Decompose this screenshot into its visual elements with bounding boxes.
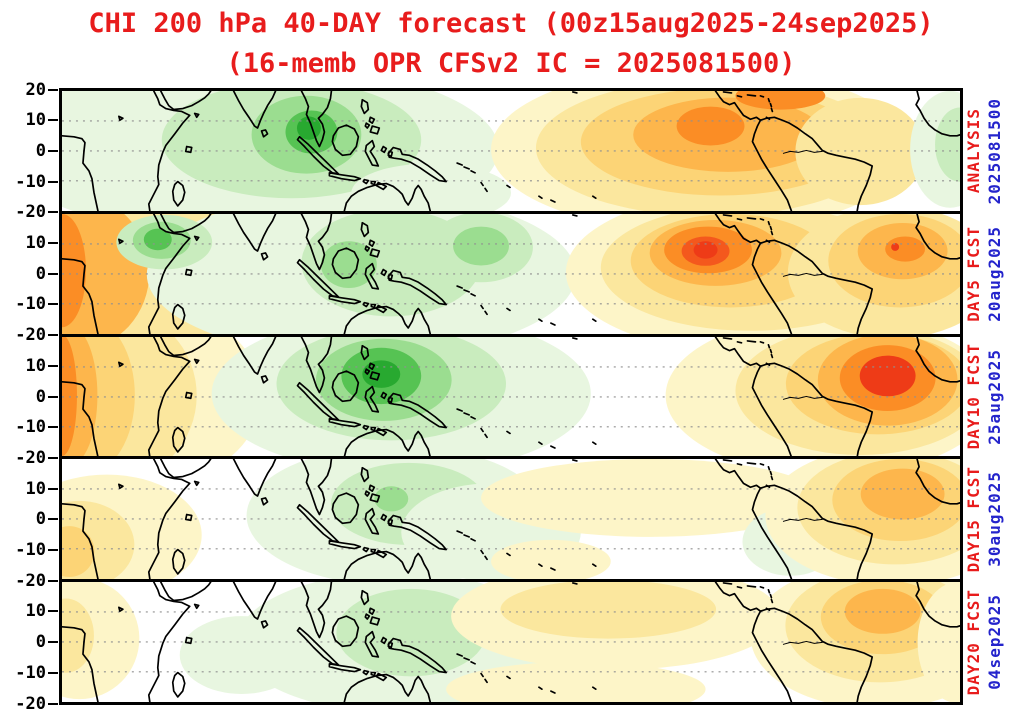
axis-tick-label: -10 xyxy=(15,662,46,683)
map-panel-day20-fcst xyxy=(62,579,960,702)
anomaly-blob xyxy=(860,468,945,520)
anomaly-blob xyxy=(143,228,172,251)
anomaly-blob xyxy=(844,589,921,634)
axis-tick xyxy=(48,426,58,429)
panel-label: DAY5 FCST xyxy=(964,225,983,322)
map-panel-day5-fcst xyxy=(62,210,960,334)
axis-tick xyxy=(48,702,58,705)
anomaly-blob xyxy=(453,226,510,266)
panel-date: 2025081500 xyxy=(985,97,1004,205)
axis-tick-label: 10 xyxy=(25,110,46,131)
map-canvas xyxy=(62,459,960,580)
panel-label: DAY10 FCST xyxy=(964,343,983,450)
panel-date: 25aug2025 xyxy=(985,348,1004,445)
axis-tick-label: -20 xyxy=(15,447,46,468)
axis-tick xyxy=(48,303,58,306)
panel-side-label-column: DAY15 FCST 30aug2025 xyxy=(964,459,1024,579)
panel-side-label-column: DAY20 FCST 04sep2025 xyxy=(964,582,1024,702)
axis-tick-label: -20 xyxy=(15,325,46,346)
anomaly-blob xyxy=(481,459,821,538)
axis-tick xyxy=(48,149,58,152)
axis-tick-label: 0 xyxy=(35,386,46,407)
map-canvas xyxy=(62,582,960,702)
axis-tick xyxy=(48,549,58,551)
axis-tick-label: -20 xyxy=(15,570,46,591)
axis-tick xyxy=(48,487,58,490)
anomaly-blob xyxy=(500,582,717,639)
axis-tick xyxy=(48,456,58,459)
axis-tick-label: -20 xyxy=(15,693,46,714)
axis-tick-label: 0 xyxy=(35,140,46,161)
anomaly-blob xyxy=(693,241,718,259)
panel-date: 20aug2025 xyxy=(985,225,1004,322)
axis-tick-label: 20 xyxy=(25,79,46,100)
axis-tick xyxy=(48,610,58,613)
anomaly-blob xyxy=(735,91,826,110)
axis-tick xyxy=(48,641,58,644)
axis-tick-label: -10 xyxy=(15,540,46,560)
panel-side-label-column: ANALYSIS 2025081500 xyxy=(964,91,1024,211)
panel-label: ANALYSIS xyxy=(964,108,983,194)
panel-label: DAY20 FCST xyxy=(964,588,983,696)
anomaly-blob xyxy=(62,598,94,673)
axis-tick xyxy=(48,334,58,337)
axis-tick xyxy=(48,395,58,398)
map-canvas xyxy=(62,213,960,334)
panel-date: 04sep2025 xyxy=(985,594,1004,690)
map-canvas xyxy=(62,91,960,211)
axis-tick xyxy=(48,671,58,674)
axis-tick xyxy=(48,579,58,582)
anomaly-blob xyxy=(374,486,409,512)
map-panel-day15-fcst xyxy=(62,456,960,580)
axis-tick-label: -10 xyxy=(15,417,46,438)
axis-tick xyxy=(48,242,58,244)
anomaly-blob xyxy=(935,107,960,182)
anomaly-blob xyxy=(320,241,377,288)
anomaly-blob xyxy=(62,526,95,578)
anomaly-blob xyxy=(676,106,745,146)
anomaly-blob xyxy=(351,163,511,211)
axis-tick-label: 10 xyxy=(25,233,46,253)
map-panel-stack xyxy=(59,88,963,705)
axis-tick-label: 0 xyxy=(35,263,46,284)
axis-tick xyxy=(48,88,58,91)
panel-side-label-column: DAY10 FCST 25aug2025 xyxy=(964,337,1024,457)
axis-tick-label: -10 xyxy=(15,171,46,192)
axis-tick xyxy=(48,119,58,122)
figure-subtitle: (16-memb OPR CFSv2 IC = 2025081500) xyxy=(226,48,796,79)
axis-tick-label: 0 xyxy=(35,632,46,653)
axis-tick-label: 0 xyxy=(35,509,46,530)
axis-tick-label: -20 xyxy=(15,202,46,223)
axis-tick xyxy=(48,180,58,183)
axis-tick-label: 10 xyxy=(25,601,46,622)
panel-date: 30aug2025 xyxy=(985,471,1004,568)
anomaly-blob xyxy=(393,601,454,645)
anomaly-blob xyxy=(446,662,706,702)
panel-label: DAY15 FCST xyxy=(964,466,983,573)
anomaly-blob xyxy=(491,540,611,580)
map-panel-analysis xyxy=(62,91,960,211)
anomaly-blob xyxy=(859,355,916,396)
figure-title: CHI 200 hPa 40-DAY forecast (00z15aug202… xyxy=(88,8,934,39)
anomaly-blob xyxy=(885,236,926,262)
map-canvas xyxy=(62,336,960,457)
axis-tick xyxy=(48,364,58,367)
axis-tick-label: -10 xyxy=(15,294,46,315)
panel-side-label-column: DAY5 FCST 20aug2025 xyxy=(964,214,1024,334)
axis-tick xyxy=(48,272,58,275)
axis-tick xyxy=(48,518,58,521)
map-panel-day10-fcst xyxy=(62,333,960,457)
anomaly-blob xyxy=(891,242,900,251)
anomaly-blob xyxy=(795,97,926,206)
axis-tick-label: 10 xyxy=(25,478,46,499)
axis-tick-label: 10 xyxy=(25,355,46,376)
axis-tick xyxy=(48,211,58,214)
anomaly-blob xyxy=(62,213,86,327)
